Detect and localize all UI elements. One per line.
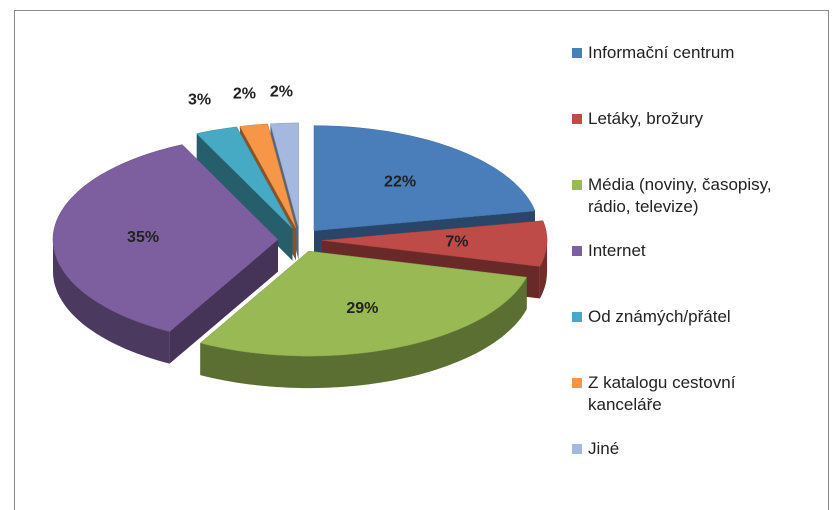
legend-item: Z katalogu cestovní kanceláře	[572, 372, 812, 416]
legend-label: Letáky, brožury	[588, 109, 703, 128]
legend-swatch	[572, 246, 582, 256]
data-label: 22%	[384, 173, 416, 190]
slice	[196, 126, 293, 229]
slice	[313, 125, 536, 231]
chart-frame	[14, 10, 829, 510]
slice-side	[169, 239, 278, 364]
legend-swatch	[572, 180, 582, 190]
data-label: 3%	[188, 91, 211, 108]
legend-label: Z katalogu cestovní kanceláře	[588, 373, 736, 414]
slice	[199, 250, 528, 357]
slice-wall	[200, 277, 527, 389]
legend-item: Informační centrum	[572, 42, 812, 64]
legend-swatch	[572, 378, 582, 388]
legend-swatch	[572, 48, 582, 58]
legend-label: Internet	[588, 241, 646, 260]
slice	[321, 220, 548, 267]
data-label: 35%	[127, 229, 159, 246]
legend-item: Média (noviny, časopisy, rádio, televize…	[572, 174, 812, 218]
legend-label: Jiné	[588, 439, 620, 458]
legend-swatch	[572, 114, 582, 124]
legend-label: Informační centrum	[588, 43, 735, 62]
data-label: 7%	[445, 234, 468, 251]
slice-wall	[53, 239, 170, 364]
legend-item: Internet	[572, 240, 812, 262]
legend-label: Od známých/přátel	[588, 307, 731, 326]
legend-swatch	[572, 444, 582, 454]
legend-label: Média (noviny, časopisy, rádio, televize…	[588, 175, 772, 216]
legend-item: Jiné	[572, 438, 812, 460]
data-label: 2%	[233, 86, 256, 103]
data-label: 2%	[270, 83, 293, 100]
slice	[239, 123, 297, 229]
slice	[52, 144, 279, 332]
pie-chart: 22% 7% 29% 35% 3% 2% 2%	[52, 83, 548, 389]
legend-item: Od známých/přátel	[572, 306, 812, 328]
slice	[270, 122, 299, 228]
slice-side	[196, 133, 293, 261]
legend-item: Letáky, brožury	[572, 108, 812, 130]
data-label: 29%	[346, 300, 378, 317]
slice-wall	[539, 240, 547, 299]
legend-swatch	[572, 312, 582, 322]
